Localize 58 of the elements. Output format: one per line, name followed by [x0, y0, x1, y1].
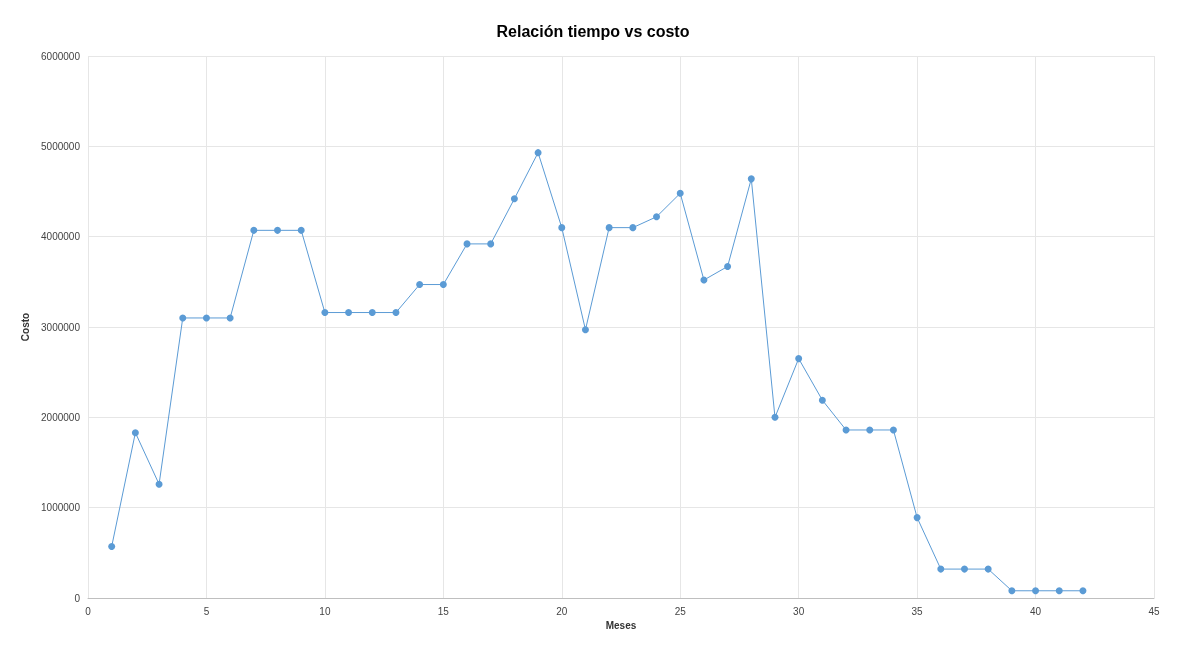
point [1008, 587, 1016, 595]
point [937, 565, 945, 573]
point [629, 224, 637, 232]
point [416, 281, 424, 289]
y-tick-label: 5000000 [41, 140, 81, 152]
x-tick-label: 30 [793, 605, 805, 617]
point [368, 309, 376, 317]
x-tick-label: 0 [85, 605, 92, 617]
point [1055, 587, 1063, 595]
point [274, 226, 282, 234]
point [1032, 587, 1040, 595]
point [913, 514, 921, 522]
x-tick-label: 35 [911, 605, 924, 617]
point [345, 309, 353, 317]
x-tick-label: 20 [556, 605, 568, 617]
point [676, 189, 684, 197]
y-tick-label: 6000000 [41, 50, 81, 62]
x-tick-label: 15 [437, 605, 450, 617]
x-tick-label: 5 [203, 605, 210, 617]
point [961, 565, 968, 573]
point [771, 413, 779, 421]
point [202, 314, 210, 322]
point [321, 309, 329, 317]
point [534, 149, 542, 157]
point [558, 224, 566, 232]
y-tick-label: 0 [74, 592, 81, 604]
point [392, 309, 400, 317]
x-axis-title: Meses [605, 620, 637, 632]
point [250, 226, 258, 234]
y-tick-label: 4000000 [41, 231, 81, 243]
chart-title: Relación tiempo vs costo [496, 22, 690, 40]
point [439, 281, 447, 289]
y-axis-title: Costo [19, 312, 31, 342]
point [605, 224, 613, 232]
point [747, 175, 755, 183]
point [108, 543, 116, 551]
point [984, 565, 992, 573]
point [724, 262, 732, 270]
x-tick-label: 40 [1029, 605, 1042, 617]
point [297, 226, 305, 234]
point [179, 314, 187, 322]
point [818, 396, 826, 404]
y-tick-label: 1000000 [41, 502, 81, 514]
point [795, 355, 803, 363]
point [653, 213, 661, 221]
point [131, 429, 139, 437]
point [1079, 587, 1087, 595]
point [510, 195, 518, 203]
point [487, 240, 495, 248]
point [889, 426, 897, 434]
point [866, 426, 874, 434]
y-tick-label: 3000000 [41, 321, 81, 333]
point [581, 326, 589, 334]
x-tick-label: 10 [319, 605, 331, 617]
y-tick-label: 2000000 [41, 411, 81, 423]
x-tick-label: 45 [1148, 605, 1160, 617]
x-tick-label: 25 [674, 605, 687, 617]
point [155, 480, 163, 488]
